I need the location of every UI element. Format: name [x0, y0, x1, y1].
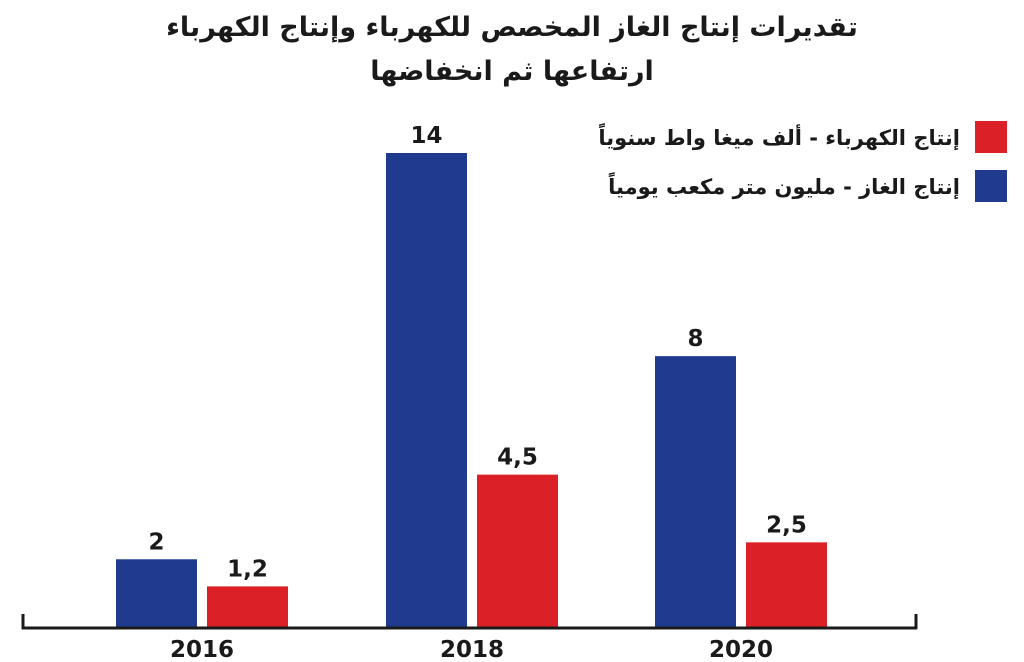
value-label-electricity-2020: 2,5: [766, 512, 807, 538]
value-label-gas-2020: 8: [687, 326, 703, 352]
x-axis-ticks: 2016 2018 2020: [170, 637, 773, 662]
bar-gas-2018: [386, 153, 467, 627]
bars-group: 2 1,2 14 4,5 8 2,5: [116, 123, 827, 627]
x-tick-label-2016: 2016: [170, 637, 234, 662]
bar-gas-2016: [116, 559, 197, 627]
x-tick-label-2020: 2020: [709, 637, 773, 662]
value-label-electricity-2016: 1,2: [227, 556, 268, 582]
legend-label-gas: إنتاج الغاز - مليون متر مكعب يومياً: [608, 171, 960, 200]
bar-electricity-2016: [207, 586, 288, 627]
legend-label-electricity: إنتاج الكهرباء - ألف ميغا واط سنوياً: [598, 122, 960, 151]
value-label-gas-2016: 2: [148, 529, 164, 555]
x-tick-label-2018: 2018: [440, 637, 504, 662]
bar-electricity-2018: [477, 474, 558, 627]
legend-swatch-electricity: [975, 121, 1007, 153]
chart-title: تقديرات إنتاج الغاز المخصص للكهرباء وإنت…: [166, 12, 858, 43]
chart-subtitle: ارتفاعها ثم انخفاضها: [370, 56, 654, 87]
value-label-electricity-2018: 4,5: [497, 445, 538, 471]
bar-electricity-2020: [746, 542, 827, 627]
value-label-gas-2018: 14: [410, 123, 442, 149]
bar-gas-2020: [655, 356, 736, 627]
legend: إنتاج الكهرباء - ألف ميغا واط سنوياً إنت…: [598, 121, 1007, 202]
legend-swatch-gas: [975, 170, 1007, 202]
